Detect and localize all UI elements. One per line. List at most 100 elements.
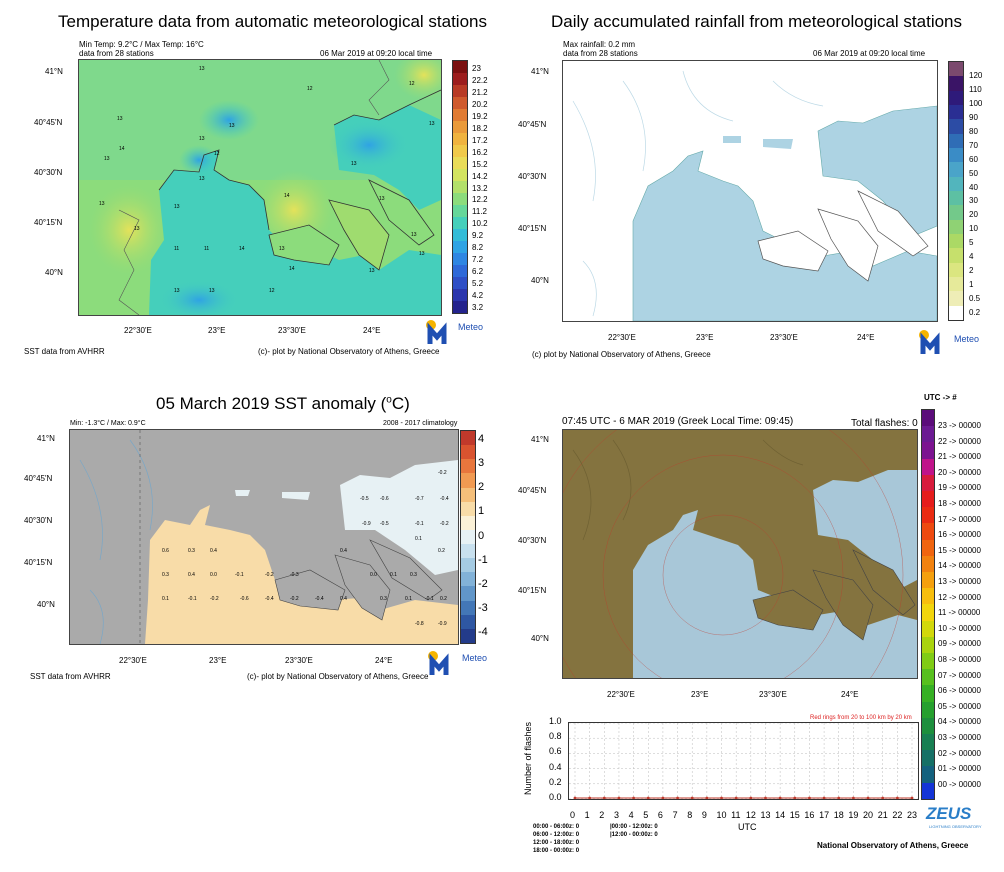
sst-point-value: -0.6 xyxy=(240,596,249,602)
colorbar-tick: 20.2 xyxy=(472,99,488,109)
legend-swatch xyxy=(922,636,934,654)
legend-swatch xyxy=(922,701,934,718)
flash-xtick: 17 xyxy=(819,810,830,820)
lon-label: 23°E xyxy=(696,333,714,342)
colorbar-swatch xyxy=(453,181,467,193)
flash-ytick: 0.8 xyxy=(549,731,562,742)
flash-xtick: 6 xyxy=(657,810,663,820)
colorbar-swatch xyxy=(949,233,963,249)
colorbar-swatch xyxy=(461,586,475,601)
colorbar-tick: 4 xyxy=(478,433,485,445)
flash-point xyxy=(734,796,738,800)
station-value: 12 xyxy=(214,151,220,157)
colorbar-swatch xyxy=(461,487,475,502)
station-value: 12 xyxy=(409,81,415,87)
station-value: 14 xyxy=(289,266,295,272)
sst-point-value: 0.0 xyxy=(210,572,217,578)
lightning-legend-bar xyxy=(921,409,935,800)
meteo-logo-text: Meteo xyxy=(462,653,488,663)
lat-label: 41°N xyxy=(45,67,63,76)
lat-label: 40°15'N xyxy=(518,224,547,233)
station-value: 13 xyxy=(174,204,180,210)
legend-swatch xyxy=(922,555,934,573)
rain-title: Daily accumulated rainfall from meteorol… xyxy=(551,12,963,31)
colorbar-tick: 18.2 xyxy=(472,123,488,133)
legend-swatch xyxy=(922,507,934,524)
colorbar-tick: 17.2 xyxy=(472,135,488,145)
colorbar-swatch xyxy=(453,253,467,265)
colorbar-swatch xyxy=(453,61,467,73)
colorbar-tick: 60 xyxy=(969,154,978,164)
legend-swatch xyxy=(922,782,934,799)
flash-point xyxy=(822,796,826,800)
colorbar-tick: 14.2 xyxy=(472,171,488,181)
flash-point xyxy=(720,796,723,800)
flash-xtick: 13 xyxy=(760,810,771,820)
flash-ytick: 0.4 xyxy=(549,761,562,772)
lon-label: 23°E xyxy=(209,656,227,665)
station-value: 13 xyxy=(229,123,235,129)
lon-label: 22°30'E xyxy=(607,690,635,699)
colorbar-tick: -3 xyxy=(478,601,488,614)
colorbar-swatch xyxy=(453,265,467,277)
sst-point-value: -0.8 xyxy=(415,621,424,627)
temp-stations: data from 28 stations xyxy=(79,49,154,58)
legend-entry: 20 -> 00000 xyxy=(938,467,981,477)
sst-point-value: -0.2 xyxy=(438,470,447,476)
summary-line: |12:00 - 00:00z: 0 xyxy=(610,832,658,838)
sst-point-value: -0.1 xyxy=(415,521,424,527)
station-value: 13 xyxy=(209,288,215,294)
colorbar-tick: 20 xyxy=(969,210,978,220)
colorbar-tick: 0 xyxy=(478,529,485,542)
legend-entry: 05 -> 00000 xyxy=(938,701,981,711)
colorbar-swatch xyxy=(461,431,475,446)
colorbar-tick: 10.2 xyxy=(472,219,488,229)
sst-point-value: 0.0 xyxy=(370,572,377,578)
sst-point-value: -0.1 xyxy=(188,596,197,602)
colorbar-swatch xyxy=(461,515,475,530)
colorbar-tick: 100 xyxy=(969,98,983,108)
meteo-logo-rain: Meteo xyxy=(919,330,979,361)
flash-xlabel: UTC xyxy=(738,822,757,832)
flash-chart xyxy=(568,722,919,800)
colorbar-tick: 3.2 xyxy=(472,303,484,312)
colorbar-swatch xyxy=(461,529,475,544)
lightning-summary: 00:00 - 06:00z: 0 06:00 - 12:00z: 0 12:0… xyxy=(533,823,579,855)
station-value: 13 xyxy=(429,121,435,127)
legend-entry: 13 -> 00000 xyxy=(938,577,981,586)
legend-entry: 10 -> 00000 xyxy=(938,623,981,633)
colorbar-tick: -2 xyxy=(478,577,488,590)
flash-point xyxy=(808,796,811,800)
colorbar-tick: 6.2 xyxy=(472,267,484,277)
flash-point xyxy=(793,796,797,800)
rain-max: Max rainfall: 0.2 mm xyxy=(563,40,636,49)
legend-swatch xyxy=(922,491,934,508)
legend-entry: 15 -> 00000 xyxy=(938,545,981,555)
station-value: 13 xyxy=(279,246,285,252)
colorbar-swatch xyxy=(453,217,467,229)
colorbar-tick: 3 xyxy=(478,457,485,470)
legend-entry: 11 -> 00000 xyxy=(938,608,981,618)
flash-xtick: 2 xyxy=(599,810,605,820)
colorbar-swatch xyxy=(949,119,963,134)
flash-ytick: 0.6 xyxy=(549,746,562,757)
flash-xtick: 8 xyxy=(687,810,693,820)
colorbar-swatch xyxy=(949,219,963,234)
flash-xtick: 10 xyxy=(716,810,727,820)
legend-entry: 18 -> 00000 xyxy=(938,499,981,508)
colorbar-tick: 9.2 xyxy=(472,231,484,241)
sst-minmax: Min: -1.3°C / Max: 0.9°C xyxy=(70,420,146,427)
lat-label: 40°15'N xyxy=(24,558,53,567)
legend-entry: 14 -> 00000 xyxy=(938,561,981,571)
sst-colorbar xyxy=(460,430,476,644)
rain-map-svg xyxy=(563,61,937,321)
colorbar-tick: 1 xyxy=(478,505,485,518)
colorbar-swatch xyxy=(461,558,475,573)
colorbar-swatch xyxy=(949,190,963,206)
lat-label: 40°N xyxy=(531,634,549,643)
station-value: 13 xyxy=(351,161,357,167)
flash-point xyxy=(910,796,914,800)
legend-swatch xyxy=(922,750,934,767)
sst-point-value: -0.2 xyxy=(210,596,219,602)
lon-label: 23°E xyxy=(208,326,226,335)
